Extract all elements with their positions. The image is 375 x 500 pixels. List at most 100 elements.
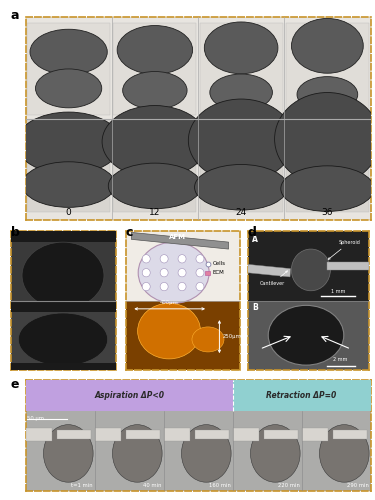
Ellipse shape [117,26,193,74]
Bar [27,22,110,114]
Ellipse shape [44,424,93,482]
Text: 12: 12 [149,208,160,217]
Text: 400μm: 400μm [160,300,178,304]
Ellipse shape [204,22,278,74]
Bar [200,120,282,212]
Ellipse shape [274,92,375,186]
Bar [10,231,115,300]
Ellipse shape [320,424,369,482]
Text: 1 mm: 1 mm [330,288,345,294]
Text: c: c [126,226,133,239]
Bar [327,262,369,270]
Polygon shape [131,232,228,249]
Text: 40 min: 40 min [143,483,162,488]
Ellipse shape [182,424,231,482]
Ellipse shape [142,268,150,277]
Ellipse shape [22,242,104,309]
Bar [114,22,196,114]
Bar [302,411,370,491]
Bar [232,411,302,491]
Ellipse shape [30,29,107,74]
Text: Aspiration ΔP<0: Aspiration ΔP<0 [94,391,164,400]
Ellipse shape [18,313,108,366]
Bar [27,120,110,212]
Text: A: A [252,235,258,244]
Bar [126,300,240,370]
Text: Cells: Cells [213,261,225,266]
Text: Spheroid: Spheroid [328,240,361,260]
Ellipse shape [291,249,330,291]
Ellipse shape [268,306,344,365]
Text: 2 mm: 2 mm [333,358,347,362]
Ellipse shape [291,18,363,73]
Ellipse shape [142,282,150,291]
Bar [10,363,115,370]
Ellipse shape [112,424,162,482]
Ellipse shape [281,166,374,212]
Bar [286,120,369,212]
Ellipse shape [160,254,168,263]
Bar [302,428,328,441]
Bar [333,430,367,439]
Bar [248,300,369,370]
Text: a: a [10,9,19,22]
Text: ECM: ECM [213,270,224,275]
Bar [57,430,91,439]
Ellipse shape [196,282,204,291]
Ellipse shape [196,254,204,263]
Text: e: e [10,378,19,390]
Ellipse shape [297,76,358,112]
Ellipse shape [178,268,186,277]
Bar [248,264,291,277]
Bar [195,430,229,439]
Bar [10,231,115,242]
Text: 160 min: 160 min [209,483,231,488]
Bar [126,430,160,439]
Bar [164,411,232,491]
Bar [286,22,369,114]
Text: 0: 0 [66,208,72,217]
Bar [26,380,233,411]
Text: Retraction ΔP=0: Retraction ΔP=0 [266,391,337,400]
Bar [114,120,196,212]
Text: 290 min: 290 min [347,483,369,488]
Ellipse shape [123,72,187,110]
Bar [232,380,370,411]
Bar [26,428,52,441]
Text: 36: 36 [322,208,333,217]
Text: AFM: AFM [169,234,186,240]
Ellipse shape [192,327,224,352]
Ellipse shape [102,106,208,178]
Ellipse shape [178,282,186,291]
Text: 50 μm: 50 μm [27,416,44,420]
Ellipse shape [160,268,168,277]
Ellipse shape [108,163,201,208]
Bar [26,411,94,491]
Ellipse shape [195,164,288,210]
Ellipse shape [196,268,204,277]
Bar [126,231,240,300]
Bar [94,428,121,441]
Ellipse shape [210,74,272,111]
Text: d: d [248,226,256,239]
Text: 250μm: 250μm [223,334,242,339]
Ellipse shape [36,69,102,108]
Bar [10,300,115,312]
Ellipse shape [22,162,115,208]
Text: 24: 24 [236,208,247,217]
Text: t=1 min: t=1 min [71,483,93,488]
Ellipse shape [251,424,300,482]
Ellipse shape [138,304,201,359]
Bar [94,411,164,491]
Ellipse shape [178,254,186,263]
Text: B: B [252,304,258,312]
Bar [10,300,115,370]
Bar [200,22,282,114]
Text: b: b [10,226,20,239]
Bar [264,430,298,439]
Bar [205,270,210,275]
Text: Fusion time [h]: Fusion time [h] [164,244,232,254]
Bar [232,428,259,441]
Ellipse shape [16,112,122,174]
Text: 220 min: 220 min [278,483,300,488]
